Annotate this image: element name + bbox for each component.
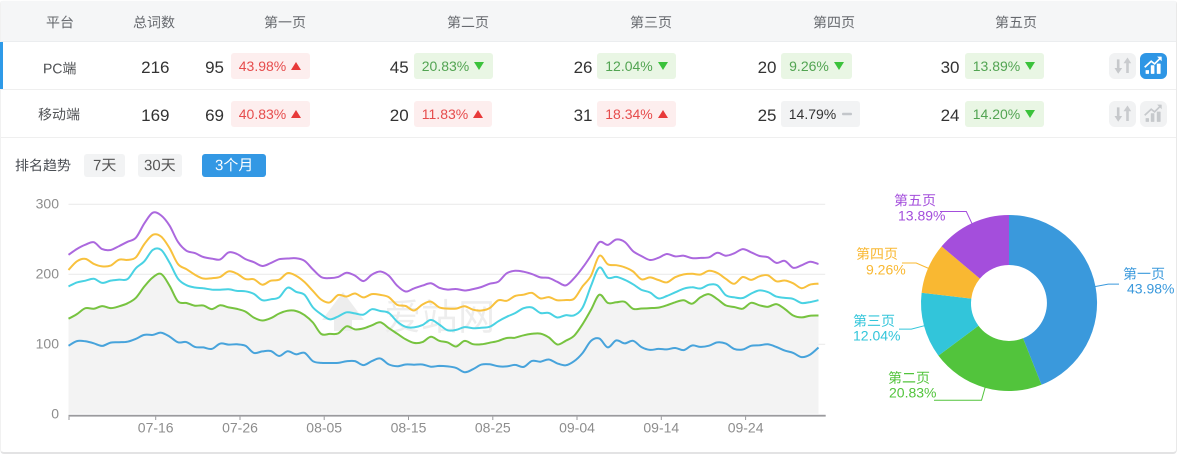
svg-text:200: 200 (36, 266, 60, 282)
svg-text:12.04%: 12.04% (853, 328, 900, 344)
svg-text:100: 100 (36, 336, 60, 352)
svg-text:08-15: 08-15 (391, 419, 427, 435)
svg-text:09-04: 09-04 (559, 419, 595, 435)
svg-text:13.89%: 13.89% (898, 208, 945, 224)
svg-text:07-26: 07-26 (222, 419, 258, 435)
svg-text:20.83%: 20.83% (889, 385, 936, 401)
svg-text:08-05: 08-05 (306, 419, 342, 435)
svg-text:0: 0 (51, 406, 59, 422)
svg-text:07-16: 07-16 (138, 419, 174, 435)
svg-text:09-24: 09-24 (728, 419, 764, 435)
svg-text:09-14: 09-14 (643, 419, 679, 435)
svg-text:9.26%: 9.26% (866, 262, 906, 278)
svg-text:08-25: 08-25 (475, 419, 511, 435)
svg-text:43.98%: 43.98% (1127, 281, 1174, 297)
svg-text:300: 300 (36, 196, 60, 212)
